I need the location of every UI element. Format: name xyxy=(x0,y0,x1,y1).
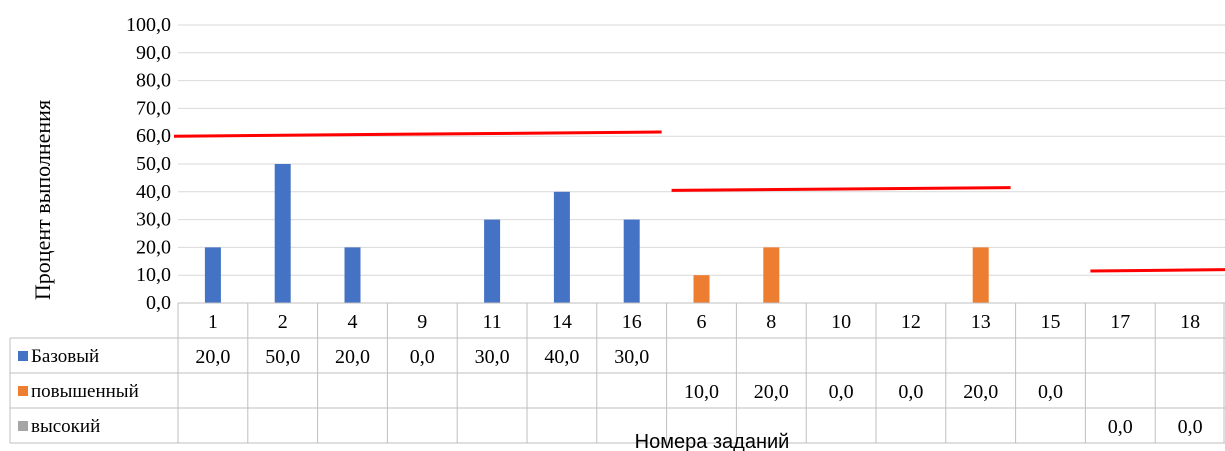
bars xyxy=(204,164,989,303)
data-label: 20,0 xyxy=(963,381,998,403)
legend-key xyxy=(18,351,28,361)
legend-label: высокий xyxy=(31,416,100,437)
y-tick-label: 40,0 xyxy=(136,181,171,203)
x-tick-label: 6 xyxy=(697,311,707,333)
y-tick-labels: 0,0 10,0 20,0 30,0 40,0 50,0 60,0 70,0 80,0 90,0 1… xyxy=(126,14,171,314)
legend-label: Базовый xyxy=(31,346,99,367)
data-label: 20,0 xyxy=(195,346,230,368)
data-label: 0,0 xyxy=(1108,416,1133,438)
bar xyxy=(763,247,780,303)
x-tick-label: 4 xyxy=(348,311,358,333)
x-tick-label: 13 xyxy=(971,311,991,333)
x-tick-label: 11 xyxy=(482,311,501,333)
y-tick-label: 60,0 xyxy=(136,125,171,147)
gridlines xyxy=(178,24,1225,304)
y-tick-label: 20,0 xyxy=(136,236,171,258)
bar xyxy=(344,247,361,303)
reference-line xyxy=(671,186,1011,192)
legend-key xyxy=(18,386,28,396)
y-tick-label: 100,0 xyxy=(126,14,171,36)
x-tick-label: 15 xyxy=(1041,311,1061,333)
x-tick-label: 2 xyxy=(278,311,288,333)
x-tick-label: 10 xyxy=(831,311,851,333)
bar xyxy=(972,247,989,303)
data-label: 20,0 xyxy=(754,381,789,403)
y-tick-label: 80,0 xyxy=(136,70,171,92)
data-label: 0,0 xyxy=(898,381,923,403)
data-label: 0,0 xyxy=(829,381,854,403)
bar xyxy=(274,164,291,303)
data-label: 40,0 xyxy=(544,346,579,368)
x-axis-label: Номера заданий xyxy=(635,431,790,451)
bar xyxy=(623,219,640,303)
y-tick-label: 70,0 xyxy=(136,97,171,119)
data-label: 0,0 xyxy=(1178,416,1203,438)
data-label: 20,0 xyxy=(335,346,370,368)
bar xyxy=(484,219,501,303)
data-label: 0,0 xyxy=(1038,381,1063,403)
x-tick-label: 9 xyxy=(417,311,427,333)
x-tick-label: 1 xyxy=(208,311,218,333)
data-label: 30,0 xyxy=(475,346,510,368)
data-label: 0,0 xyxy=(410,346,435,368)
x-tick-label: 18 xyxy=(1180,311,1200,333)
bar xyxy=(204,247,221,303)
y-axis-label: Процент выполнения xyxy=(30,100,55,300)
y-tick-label: 90,0 xyxy=(136,42,171,64)
data-label: 30,0 xyxy=(614,346,649,368)
y-tick-label: 0,0 xyxy=(146,292,171,314)
bar xyxy=(553,191,570,303)
y-tick-label: 30,0 xyxy=(136,209,171,231)
reference-line xyxy=(1090,268,1225,273)
reference-line xyxy=(173,130,662,138)
x-tick-label: 17 xyxy=(1110,311,1130,333)
legend-key xyxy=(18,421,28,431)
bar xyxy=(693,275,710,303)
legend-label: повышенный xyxy=(31,381,139,402)
data-label: 10,0 xyxy=(684,381,719,403)
x-tick-label: 12 xyxy=(901,311,921,333)
x-tick-label: 8 xyxy=(766,311,776,333)
x-tick-label: 14 xyxy=(552,311,572,333)
x-tick-label: 16 xyxy=(622,311,642,333)
data-label: 50,0 xyxy=(265,346,300,368)
reference-lines xyxy=(173,130,1225,273)
y-tick-label: 10,0 xyxy=(136,264,171,286)
y-tick-label: 50,0 xyxy=(136,153,171,175)
